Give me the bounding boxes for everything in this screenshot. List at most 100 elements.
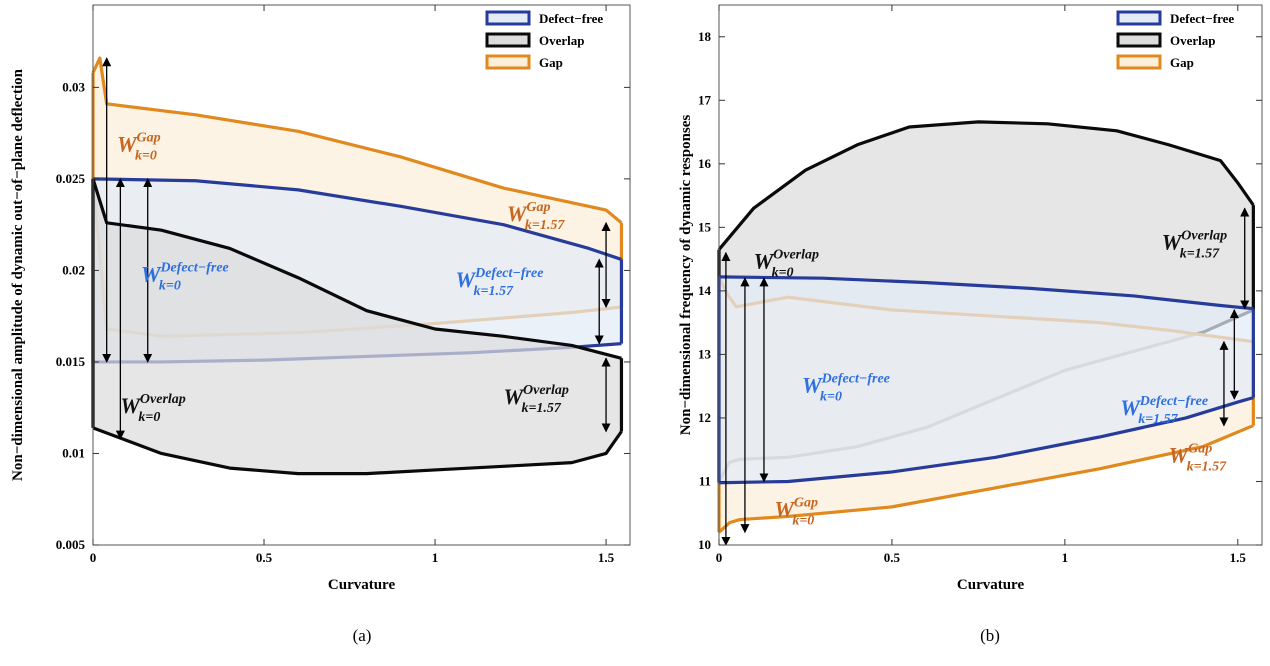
annotation-label: WDefect−free k=1.57 xyxy=(1120,394,1208,427)
annotation-sup: Defect−free xyxy=(159,260,228,275)
annotation-sup: Overlap xyxy=(773,248,819,263)
y-tick-label: 16 xyxy=(698,156,712,171)
legend-label: Defect−free xyxy=(539,11,603,26)
annotation-label: WOverlap k=0 xyxy=(120,392,185,425)
annotation-base: W xyxy=(1169,442,1190,467)
y-tick-label: 10 xyxy=(698,537,711,552)
series-line-upper-defect-free xyxy=(718,275,1254,311)
y-tick-label: 0.005 xyxy=(56,537,86,552)
annotation-base: W xyxy=(774,496,795,521)
series-line-upper-defect-free xyxy=(92,177,622,261)
annotation-sub: k=1.57 xyxy=(1187,459,1227,474)
annotation-sup: Defect−free xyxy=(821,372,890,387)
annotation-label: WGap k=0 xyxy=(774,495,818,528)
x-tick-label: 0.5 xyxy=(256,550,273,565)
annotation-sub: k=0 xyxy=(792,513,814,528)
legend-swatch xyxy=(485,32,531,48)
y-tick-label: 0.015 xyxy=(56,354,86,369)
legend-label: Defect−free xyxy=(1170,11,1234,26)
annotation-sup: Gap xyxy=(794,495,818,510)
series-line-upper-gap xyxy=(91,56,623,225)
annotation-base: W xyxy=(754,249,775,274)
annotation-label: WOverlap k=0 xyxy=(754,248,819,281)
annotation-base: W xyxy=(503,384,524,409)
y-tick-label: 0.02 xyxy=(62,262,85,277)
annotation-base: W xyxy=(141,261,162,286)
x-tick-label: 1.5 xyxy=(598,550,615,565)
x-tick-label: 0 xyxy=(90,550,97,565)
annotation-label: WDefect−free k=0 xyxy=(802,372,890,405)
annotation-sub: k=1.57 xyxy=(1180,247,1220,262)
annotation-sup: Overlap xyxy=(140,392,186,407)
annotation-sup: Defect−free xyxy=(474,266,543,281)
y-tick-label: 18 xyxy=(698,29,712,44)
annotation-label: WDefect−free k=1.57 xyxy=(456,266,544,299)
y-tick-label: 13 xyxy=(698,346,712,361)
y-tick-label: 0.025 xyxy=(56,171,86,186)
annotation-label: WGap k=0 xyxy=(117,130,161,163)
series-line-lower-overlap xyxy=(92,426,623,476)
x-axis-title: Curvature xyxy=(328,577,396,593)
y-tick-label: 0.03 xyxy=(62,79,85,94)
annotation-base: W xyxy=(117,131,138,156)
legend-swatch xyxy=(1116,10,1162,26)
series-line-upper-overlap xyxy=(717,120,1255,251)
y-tick-label: 0.01 xyxy=(62,445,85,460)
y-axis-title: Non−dimensional amplitude of dynamic out… xyxy=(10,68,26,481)
annotation-label: WGap k=1.57 xyxy=(1169,441,1227,474)
annotation-sub: k=1.57 xyxy=(474,284,514,299)
legend-swatch xyxy=(1116,54,1162,70)
annotation-label: WDefect−free k=0 xyxy=(141,260,229,293)
plot-frame xyxy=(718,4,1263,546)
annotation-sub: k=0 xyxy=(135,148,157,163)
annotation-base: W xyxy=(120,393,141,418)
panel-caption: (b) xyxy=(980,626,1000,645)
series-line-lower-gap xyxy=(717,424,1254,534)
x-tick-label: 0.5 xyxy=(884,550,901,565)
annotation-label: WOverlap k=1.57 xyxy=(503,383,568,416)
annotation-sub: k=1.57 xyxy=(521,401,561,416)
annotation-sup: Gap xyxy=(137,130,161,145)
band-fill-overlap xyxy=(93,178,622,474)
y-tick-label: 17 xyxy=(698,92,712,107)
legend-label: Gap xyxy=(1170,55,1194,70)
x-axis-title: Curvature xyxy=(957,577,1025,593)
annotation-sub: k=0 xyxy=(159,278,181,293)
annotation-sub: k=1.57 xyxy=(525,218,565,233)
legend-swatch xyxy=(1116,32,1162,48)
annotation-label: WOverlap k=1.57 xyxy=(1162,229,1227,262)
annotation-sup: Gap xyxy=(1188,441,1212,456)
legend-label: Gap xyxy=(539,55,563,70)
legend-label: Overlap xyxy=(1170,33,1216,48)
y-tick-label: 14 xyxy=(698,283,712,298)
annotation-base: W xyxy=(1120,395,1141,420)
annotation-base: W xyxy=(507,201,528,226)
annotation-sub: k=0 xyxy=(772,266,794,281)
annotation-sup: Gap xyxy=(526,200,550,215)
annotation-base: W xyxy=(802,373,823,398)
legend-label: Overlap xyxy=(539,33,585,48)
panel-caption: (a) xyxy=(353,626,372,645)
y-tick-label: 11 xyxy=(699,473,711,488)
legend-swatch xyxy=(485,54,531,70)
annotation-base: W xyxy=(456,267,477,292)
x-tick-label: 1 xyxy=(1062,550,1069,565)
y-tick-label: 12 xyxy=(698,410,711,425)
legend-swatch xyxy=(485,10,531,26)
series-line-lower-defect-free xyxy=(718,396,1254,485)
annotation-sub: k=0 xyxy=(820,390,842,405)
plot-frame xyxy=(92,4,631,546)
y-tick-label: 15 xyxy=(698,219,712,234)
annotation-sub: k=0 xyxy=(138,410,160,425)
annotation-label: WGap k=1.57 xyxy=(507,200,565,233)
x-tick-label: 1.5 xyxy=(1230,550,1247,565)
annotation-sup: Defect−free xyxy=(1139,394,1208,409)
annotation-sub: k=1.57 xyxy=(1138,412,1178,427)
annotation-sup: Overlap xyxy=(523,383,569,398)
y-axis-title: Non−dimensional frequency of dynamic res… xyxy=(678,115,694,436)
x-tick-label: 0 xyxy=(716,550,723,565)
annotation-sup: Overlap xyxy=(1181,229,1227,244)
